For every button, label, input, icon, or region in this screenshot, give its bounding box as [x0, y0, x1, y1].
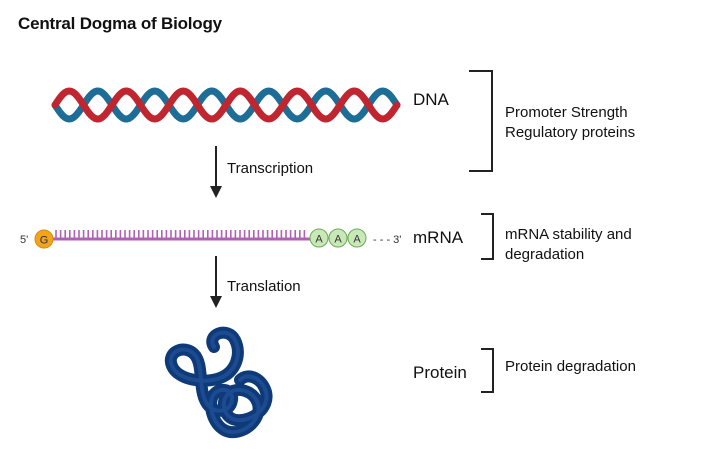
mrna-label: mRNA — [413, 228, 464, 247]
cap-label: G — [40, 235, 49, 247]
translation-arrow — [210, 256, 222, 308]
transcription-arrow — [210, 146, 222, 198]
dna-regulation: Promoter Strength Regulatory proteins — [505, 103, 635, 143]
translation-label: Translation — [227, 278, 301, 295]
protein-label: Protein — [413, 363, 467, 382]
folded-protein-icon — [164, 326, 273, 439]
dna-bracket — [469, 70, 493, 172]
dna-label: DNA — [413, 90, 449, 109]
transcription-label: Transcription — [227, 160, 314, 177]
three-prime-label: - - - 3' — [373, 234, 401, 246]
mrna-regulation: mRNA stability and degradation — [505, 225, 632, 265]
poly-a-3: A — [353, 234, 361, 246]
protein-bracket — [481, 348, 494, 393]
dna-regulation-line-2: Regulatory proteins — [505, 124, 636, 141]
mrna-strand: G A A A 5' - - - 3' — [20, 228, 401, 249]
dna-regulation-line-1: Promoter Strength — [505, 104, 628, 121]
poly-a-1: A — [315, 234, 323, 246]
five-prime-cap: G — [34, 229, 54, 249]
protein-regulation: Protein degradation — [505, 357, 636, 377]
mrna-regulation-line-2: degradation — [505, 246, 585, 263]
protein-regulation-line-1: Protein degradation — [505, 358, 636, 375]
poly-a-tail: A A A — [309, 228, 367, 248]
poly-a-2: A — [334, 234, 342, 246]
page-title: Central Dogma of Biology — [18, 14, 222, 33]
mrna-bracket — [481, 213, 494, 260]
dna-helix-icon — [51, 87, 401, 123]
mrna-regulation-line-1: mRNA stability and — [505, 226, 632, 243]
five-prime-label: 5' — [20, 234, 28, 246]
